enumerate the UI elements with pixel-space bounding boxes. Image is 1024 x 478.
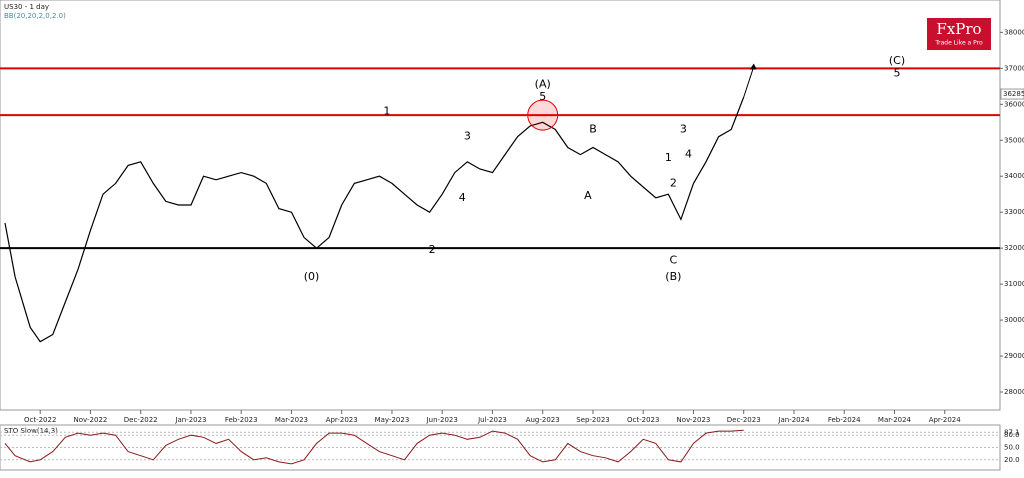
x-tick-label: Nov-2023 <box>677 416 711 424</box>
wave-label: 3 <box>680 122 687 135</box>
y-tick-label: 37000 <box>1004 64 1024 72</box>
x-tick-label: Mar-2024 <box>878 416 912 424</box>
y-tick-label: 38000 <box>1004 28 1024 36</box>
stoch-tick-label: 50.0 <box>1004 444 1020 452</box>
y-tick-label: 28000 <box>1004 388 1024 396</box>
x-tick-label: Apr-2023 <box>326 416 358 424</box>
x-tick-label: Dec-2023 <box>727 416 761 424</box>
x-tick-label: Feb-2024 <box>828 416 861 424</box>
wave-label: (0) <box>304 270 320 283</box>
wave-label: B <box>589 122 597 135</box>
forecast-arrow <box>743 66 755 98</box>
stoch-tick-label: 20.0 <box>1004 456 1020 464</box>
y-tick-label: 33000 <box>1004 208 1024 216</box>
y-tick-label: 34000 <box>1004 172 1024 180</box>
wave-label: 4 <box>685 148 692 161</box>
x-tick-label: Apr-2024 <box>929 416 962 424</box>
x-tick-label: Feb-2023 <box>225 416 258 424</box>
wave-label: 2 <box>670 176 677 189</box>
wave-label: A <box>584 189 592 202</box>
last-price-box <box>1000 88 1024 100</box>
price-line <box>4 96 745 343</box>
x-tick-label: Jan-2024 <box>777 416 810 424</box>
highlight-circle <box>527 99 559 131</box>
x-tick-label: Dec-2022 <box>124 416 158 424</box>
logo-box <box>927 18 991 50</box>
x-tick-label: Mar-2023 <box>275 416 308 424</box>
wave-label: (A) <box>535 78 551 91</box>
wave-label: 5 <box>539 90 546 103</box>
x-tick-label: Nov-2022 <box>74 416 108 424</box>
x-tick-label: Oct-2022 <box>24 416 56 424</box>
last-price-label: 36285 <box>1003 90 1024 98</box>
stoch-title: STO Slow(14,3) <box>4 427 58 435</box>
arrow-head <box>749 63 757 70</box>
x-tick-label: Sep-2023 <box>576 416 610 424</box>
stoch-tick-label: 80.0 <box>1004 431 1020 439</box>
logo-tagline: Trade Like a Pro <box>934 40 983 47</box>
x-tick-label: Jan-2023 <box>174 416 206 424</box>
y-tick-label: 36000 <box>1004 100 1024 108</box>
wave-label: C <box>670 254 678 267</box>
logo-brand: FxPro <box>936 20 981 38</box>
y-tick-label: 30000 <box>1004 316 1024 324</box>
wave-label: 1 <box>383 104 390 117</box>
y-tick-label: 32000 <box>1004 244 1024 252</box>
x-tick-label: Aug-2023 <box>526 416 560 424</box>
wave-label: 1 <box>665 151 672 164</box>
indicator-label: BB(20,20,2,0,2.0) <box>4 12 66 20</box>
y-tick-label: 29000 <box>1004 352 1024 360</box>
main-panel <box>0 0 1001 411</box>
x-tick-label: May-2023 <box>375 416 410 424</box>
wave-label: (C) <box>889 54 905 67</box>
wave-label: 5 <box>893 67 900 80</box>
chart-title: US30 - 1 day <box>4 3 49 11</box>
y-tick-label: 31000 <box>1004 280 1024 288</box>
stoch-tick-label: 87.1 <box>1004 428 1020 436</box>
wave-label: 3 <box>464 130 471 143</box>
wave-label: (B) <box>665 270 681 283</box>
x-tick-label: Jul-2023 <box>477 416 507 424</box>
x-tick-label: Jun-2023 <box>426 416 458 424</box>
wave-label: 4 <box>459 191 466 204</box>
x-tick-label: Oct-2023 <box>627 416 659 424</box>
price-line <box>4 429 744 465</box>
y-tick-label: 35000 <box>1004 136 1024 144</box>
wave-label: 2 <box>429 243 436 256</box>
